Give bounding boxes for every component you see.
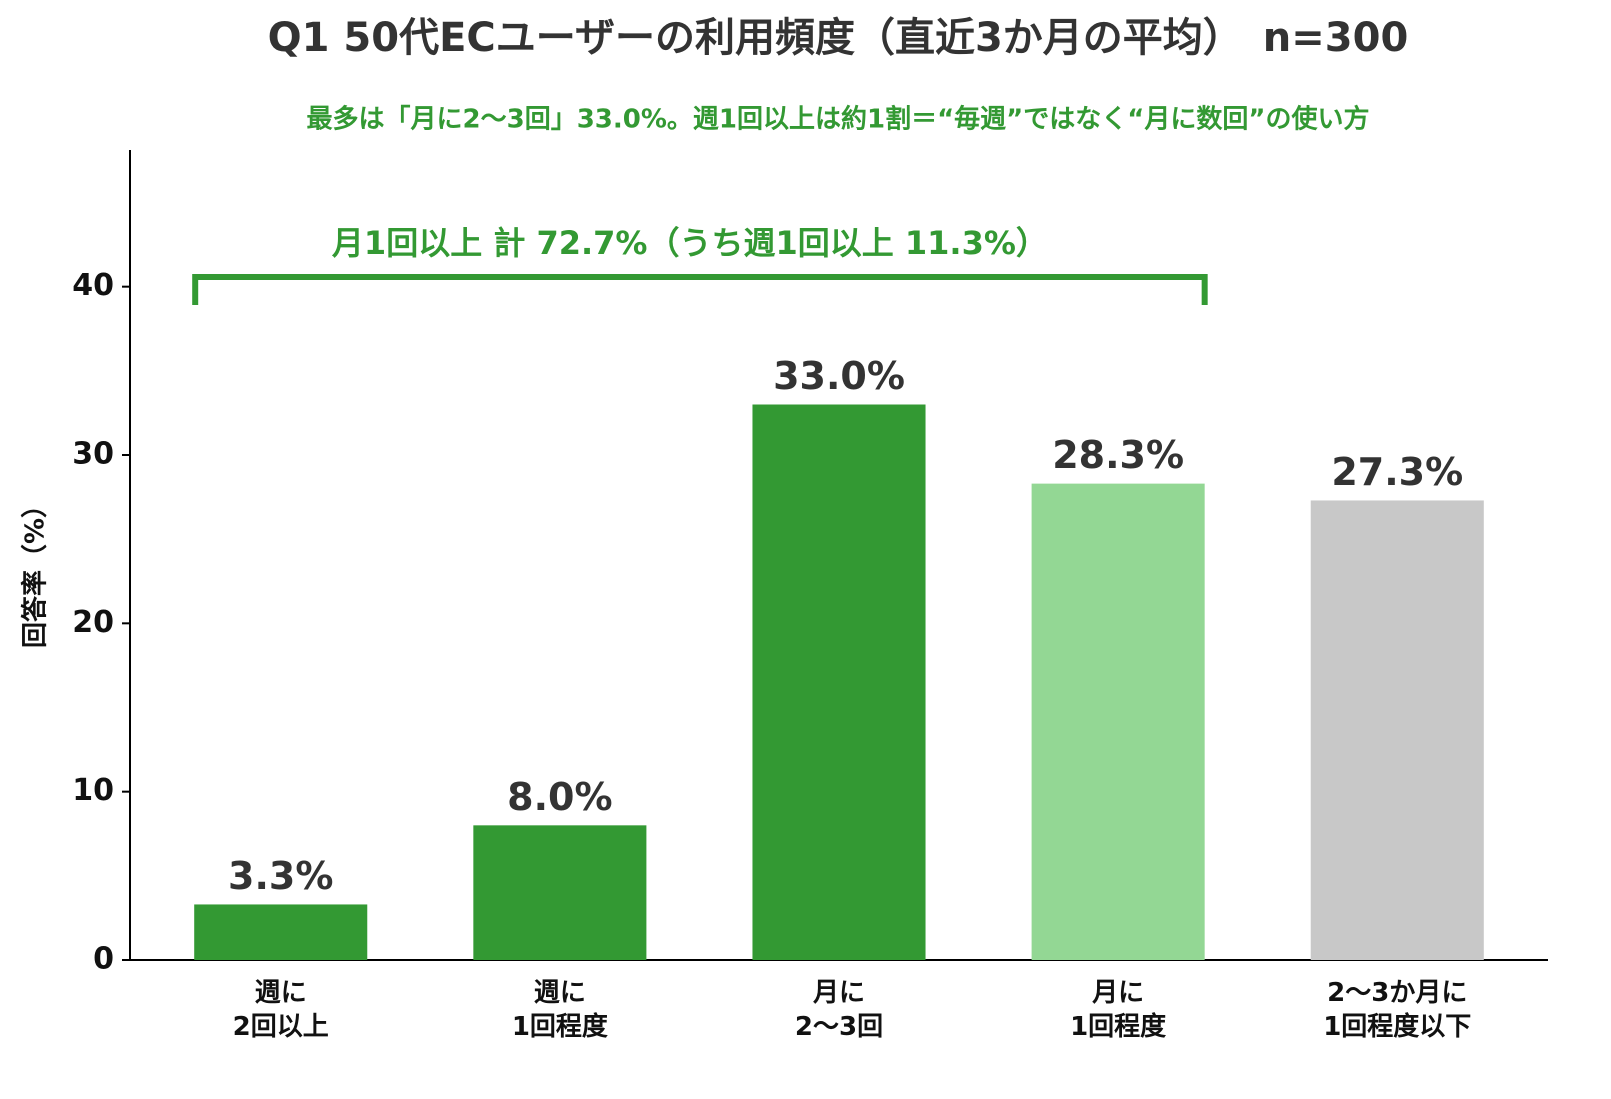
x-tick-label: 月に 2〜3回: [795, 978, 883, 1042]
y-axis-label: 回答率（%）: [20, 492, 51, 648]
bar: [752, 404, 926, 960]
value-label: 28.3%: [1052, 433, 1184, 477]
bar: [1310, 500, 1484, 960]
bar: [1031, 483, 1205, 960]
x-tick-label: 2〜3か月に 1回程度以下: [1323, 978, 1471, 1042]
x-tick-label: 月に 1回程度: [1070, 978, 1166, 1042]
bracket: [192, 274, 1208, 305]
y-tick-label: 20: [72, 605, 114, 640]
y-tick-label: 40: [72, 268, 114, 303]
x-tick-label: 週に 2回以上: [233, 978, 329, 1042]
y-tick-label: 0: [93, 942, 114, 977]
value-label: 8.0%: [507, 775, 612, 819]
bar: [473, 825, 647, 960]
value-label: 33.0%: [773, 354, 905, 398]
annotation: 月1回以上 計 72.7%（うち週1回以上 11.3%）: [332, 224, 1048, 262]
y-tick-label: 10: [72, 773, 114, 808]
chart-title: Q1 50代ECユーザーの利用頻度（直近3か月の平均） n=300: [268, 15, 1409, 61]
bar: [194, 904, 368, 960]
value-label: 27.3%: [1331, 450, 1463, 494]
value-label: 3.3%: [228, 854, 333, 898]
y-tick-label: 30: [72, 437, 114, 472]
chart-subtitle: 最多は「月に2〜3回」33.0%。週1回以上は約1割＝“毎週”ではなく“月に数回…: [307, 104, 1370, 135]
x-tick-label: 週に 1回程度: [512, 978, 608, 1042]
